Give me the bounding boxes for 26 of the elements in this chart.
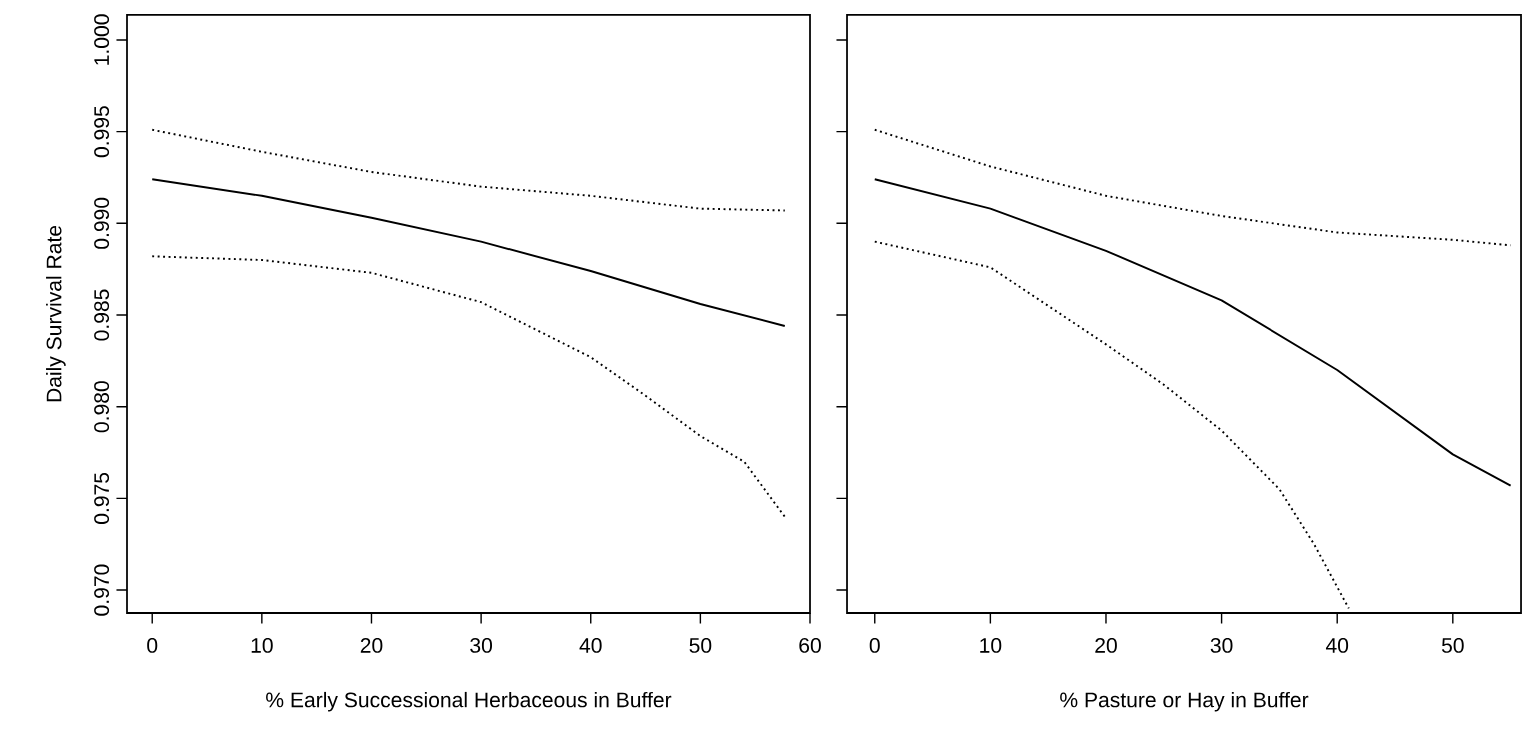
y-tick-label: 0.970 <box>94 564 110 616</box>
x-tick-label: 40 <box>1325 637 1349 653</box>
x-tick-label: 30 <box>1210 637 1233 653</box>
x-tick-label: 20 <box>1095 637 1117 653</box>
x-tick-label: 40 <box>579 637 602 653</box>
x-tick-label: 10 <box>251 637 273 653</box>
x-tick-label: 60 <box>799 637 821 653</box>
x-axis-title: % Early Successional Herbaceous in Buffer <box>266 691 672 712</box>
line-series <box>151 128 786 212</box>
y-tick-label: 0.980 <box>94 381 110 433</box>
line-series <box>151 255 786 518</box>
y-tick-label: 1.000 <box>94 14 110 65</box>
x-tick-label: 20 <box>360 637 383 653</box>
y-tick-label: 0.975 <box>94 472 110 524</box>
y-tick-label: 0.985 <box>94 289 110 341</box>
x-tick-label: 10 <box>980 637 1002 653</box>
line-series <box>151 178 786 327</box>
x-tick-label: 0 <box>869 637 880 653</box>
y-axis-title: Daily Survival Rate <box>46 225 66 402</box>
x-tick-label: 50 <box>689 637 712 653</box>
y-tick-label: 0.995 <box>94 106 110 158</box>
y-tick-label: 0.990 <box>94 197 110 249</box>
x-axis-title: % Pasture or Hay in Buffer <box>1060 691 1309 712</box>
x-tick-label: 30 <box>470 637 493 653</box>
x-tick-label: 0 <box>147 637 158 653</box>
x-tick-label: 50 <box>1441 637 1464 653</box>
